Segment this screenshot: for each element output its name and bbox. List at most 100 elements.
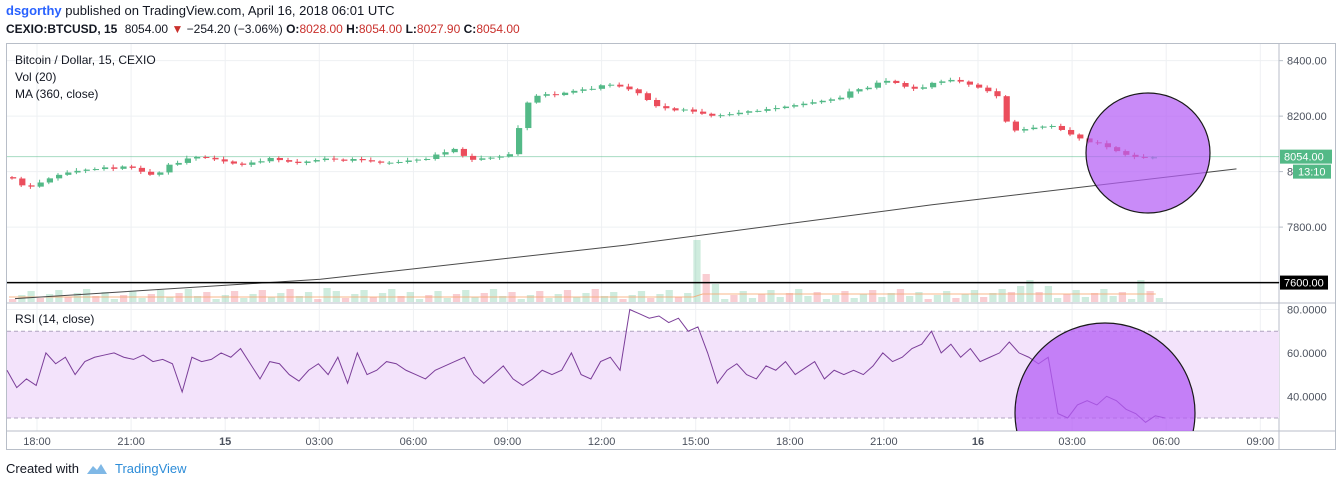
candle-body	[332, 158, 339, 160]
volume-bar	[9, 299, 17, 302]
down-arrow-icon: ▼	[171, 22, 184, 36]
candle-body	[1022, 129, 1029, 131]
high-value: 8054.00	[358, 22, 403, 36]
candle-body	[488, 157, 495, 159]
volume-bar	[249, 294, 257, 302]
candle-body	[506, 154, 513, 157]
candle-body	[65, 172, 72, 175]
volume-bar	[184, 289, 192, 302]
volume-bar	[1026, 280, 1034, 302]
candle-body	[258, 161, 265, 163]
x-tick-label: 06:00	[1152, 436, 1180, 448]
volume-bar	[665, 290, 673, 302]
candle-body	[681, 109, 688, 111]
candle-body	[433, 154, 440, 159]
candle-body	[1058, 125, 1065, 130]
volume-bar	[240, 298, 248, 302]
candle-body	[203, 157, 210, 159]
open-value: 8028.00	[299, 22, 343, 36]
volume-bar	[221, 295, 229, 302]
volume-bar	[323, 288, 331, 302]
volume-bar	[1128, 299, 1136, 302]
candle-body	[414, 159, 421, 161]
candle-body	[598, 85, 605, 89]
candle-body	[138, 167, 145, 172]
volume-bar	[397, 296, 405, 302]
volume-bar	[832, 295, 840, 302]
volume-bar	[360, 290, 368, 302]
candle-body	[479, 158, 486, 160]
chart-frame[interactable]	[6, 43, 1336, 450]
volume-bar	[859, 294, 868, 302]
candle-body	[387, 162, 394, 164]
x-tick-label: 12:00	[588, 436, 616, 448]
candle-body	[985, 87, 992, 92]
candle-body	[470, 155, 477, 160]
candle-body	[718, 115, 725, 117]
candle-body	[516, 128, 523, 155]
volume-bar	[878, 297, 886, 302]
author-link[interactable]: dsgorthy	[6, 3, 62, 18]
y-tick-label: 8400.00	[1287, 56, 1327, 68]
x-tick-label: 03:00	[1058, 436, 1086, 448]
volume-bar	[952, 298, 960, 302]
candle-body	[295, 161, 302, 163]
volume-bar	[92, 296, 100, 302]
volume-bar	[1072, 290, 1080, 302]
candle-body	[672, 108, 679, 111]
volume-bar	[526, 295, 535, 302]
volume-bar	[267, 297, 276, 302]
candle-body	[1031, 127, 1038, 130]
volume-bar	[739, 291, 747, 302]
candle-body	[230, 161, 237, 164]
rsi-line	[6, 308, 1166, 423]
legend-vol: Vol (20)	[15, 70, 57, 84]
candle-body	[736, 112, 743, 115]
candle-body	[626, 86, 633, 90]
candle-body	[654, 99, 661, 107]
candle-body	[580, 89, 587, 91]
volume-bar	[1100, 289, 1108, 302]
candle-body	[194, 157, 201, 159]
candle-body	[534, 95, 541, 103]
volume-bar	[1063, 294, 1071, 302]
volume-bar	[64, 297, 72, 302]
publish-header: dsgorthy published on TradingView.com, A…	[6, 3, 395, 18]
volume-bar	[915, 292, 923, 302]
candle-body	[240, 163, 247, 165]
volume-bar	[1081, 297, 1090, 302]
candle-body	[350, 159, 357, 161]
candle-body	[19, 178, 26, 186]
volume-bar	[998, 289, 1006, 302]
candle-body	[644, 93, 651, 100]
volume-bar	[545, 298, 553, 302]
candle-body	[746, 111, 753, 113]
volume-bar	[906, 296, 914, 302]
candle-body	[212, 157, 219, 160]
rsi-tick-label: 60.0000	[1287, 348, 1327, 360]
candle-body	[865, 87, 872, 90]
close-value: 8054.00	[476, 22, 520, 36]
volume-bar	[193, 296, 202, 302]
candle-body	[368, 160, 375, 162]
tradingview-brand: TradingView	[114, 461, 187, 476]
volume-bar	[711, 284, 720, 302]
volume-bar	[45, 294, 54, 302]
volume-bar	[730, 295, 738, 302]
volume-bar	[767, 290, 775, 302]
last-price-tag	[1280, 149, 1332, 164]
volume-bar	[156, 290, 165, 302]
x-tick-label: 15	[219, 436, 231, 448]
support-price-label: 7600.00	[1284, 278, 1324, 290]
volume-bar	[443, 298, 451, 302]
volume-bar	[138, 298, 146, 302]
candle-body	[552, 94, 559, 96]
candle-body	[276, 157, 283, 161]
x-tick-label: 16	[972, 436, 984, 448]
candle-body	[893, 80, 900, 83]
tradingview-link[interactable]: TradingView	[85, 461, 187, 476]
highlight-circle-price	[1085, 92, 1211, 214]
volume-bar	[517, 299, 525, 302]
candle-body	[847, 91, 854, 98]
